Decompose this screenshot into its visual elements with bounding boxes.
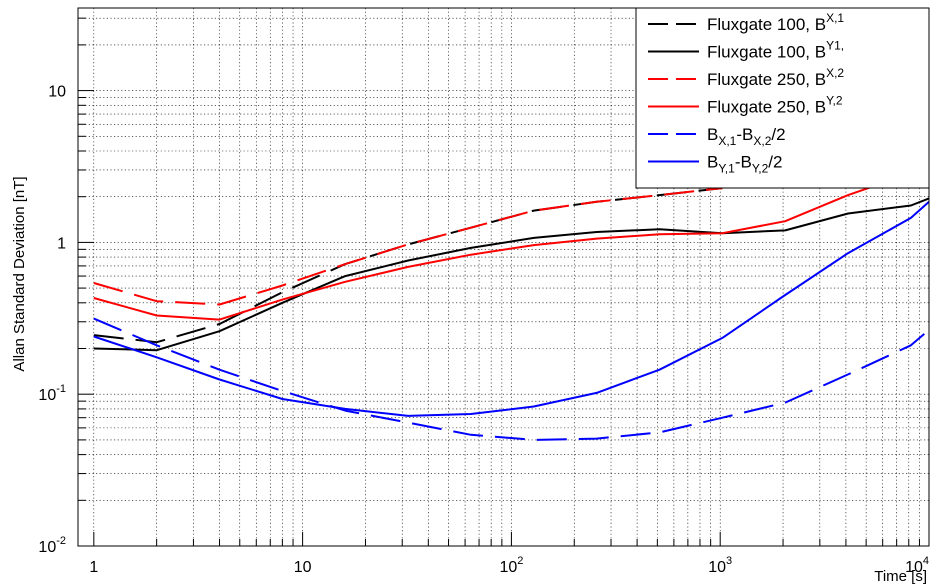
series-line-4	[93, 172, 912, 321]
legend-label: Fluxgate 250, BX,2	[707, 66, 844, 89]
legend-label: BY,1-BY,2/2	[707, 153, 782, 176]
series-line-6	[93, 201, 929, 417]
series-group	[93, 172, 929, 441]
x-tick-label: 1	[89, 559, 98, 576]
legend-label: Fluxgate 100, BX,1	[707, 11, 844, 34]
legend-label: Fluxgate 100, BY1,	[707, 39, 844, 62]
series-line-1	[93, 187, 723, 344]
series-line-3	[93, 187, 723, 306]
legend-label: Fluxgate 250, BY,2	[707, 94, 843, 117]
plot-frame	[77, 7, 930, 547]
y-tick-label: 10-2	[38, 535, 66, 556]
series-line-2	[93, 197, 929, 352]
x-tick-label: 102	[499, 555, 523, 576]
x-tick-label: 104	[905, 555, 929, 576]
y-tick-label: 10	[48, 84, 66, 101]
y-tick-label: 10-1	[38, 383, 66, 404]
series-line-5	[93, 317, 929, 441]
x-tick-label: 103	[708, 555, 732, 576]
x-tick-label: 10	[294, 559, 312, 576]
legend-label: BX,1-BX,2/2	[707, 125, 786, 148]
y-axis-title: Allan Standard Deviation [nT]	[11, 176, 28, 371]
x-axis-title: Time [s]	[874, 568, 927, 585]
legend: Fluxgate 100, BX,1 Fluxgate 100, BY1, Flux…	[635, 7, 930, 189]
y-tick-label: 1	[57, 235, 66, 252]
axes: 1 10 102 103 104 10-2 10-1 1 10	[38, 17, 930, 576]
legend-box	[635, 7, 930, 189]
